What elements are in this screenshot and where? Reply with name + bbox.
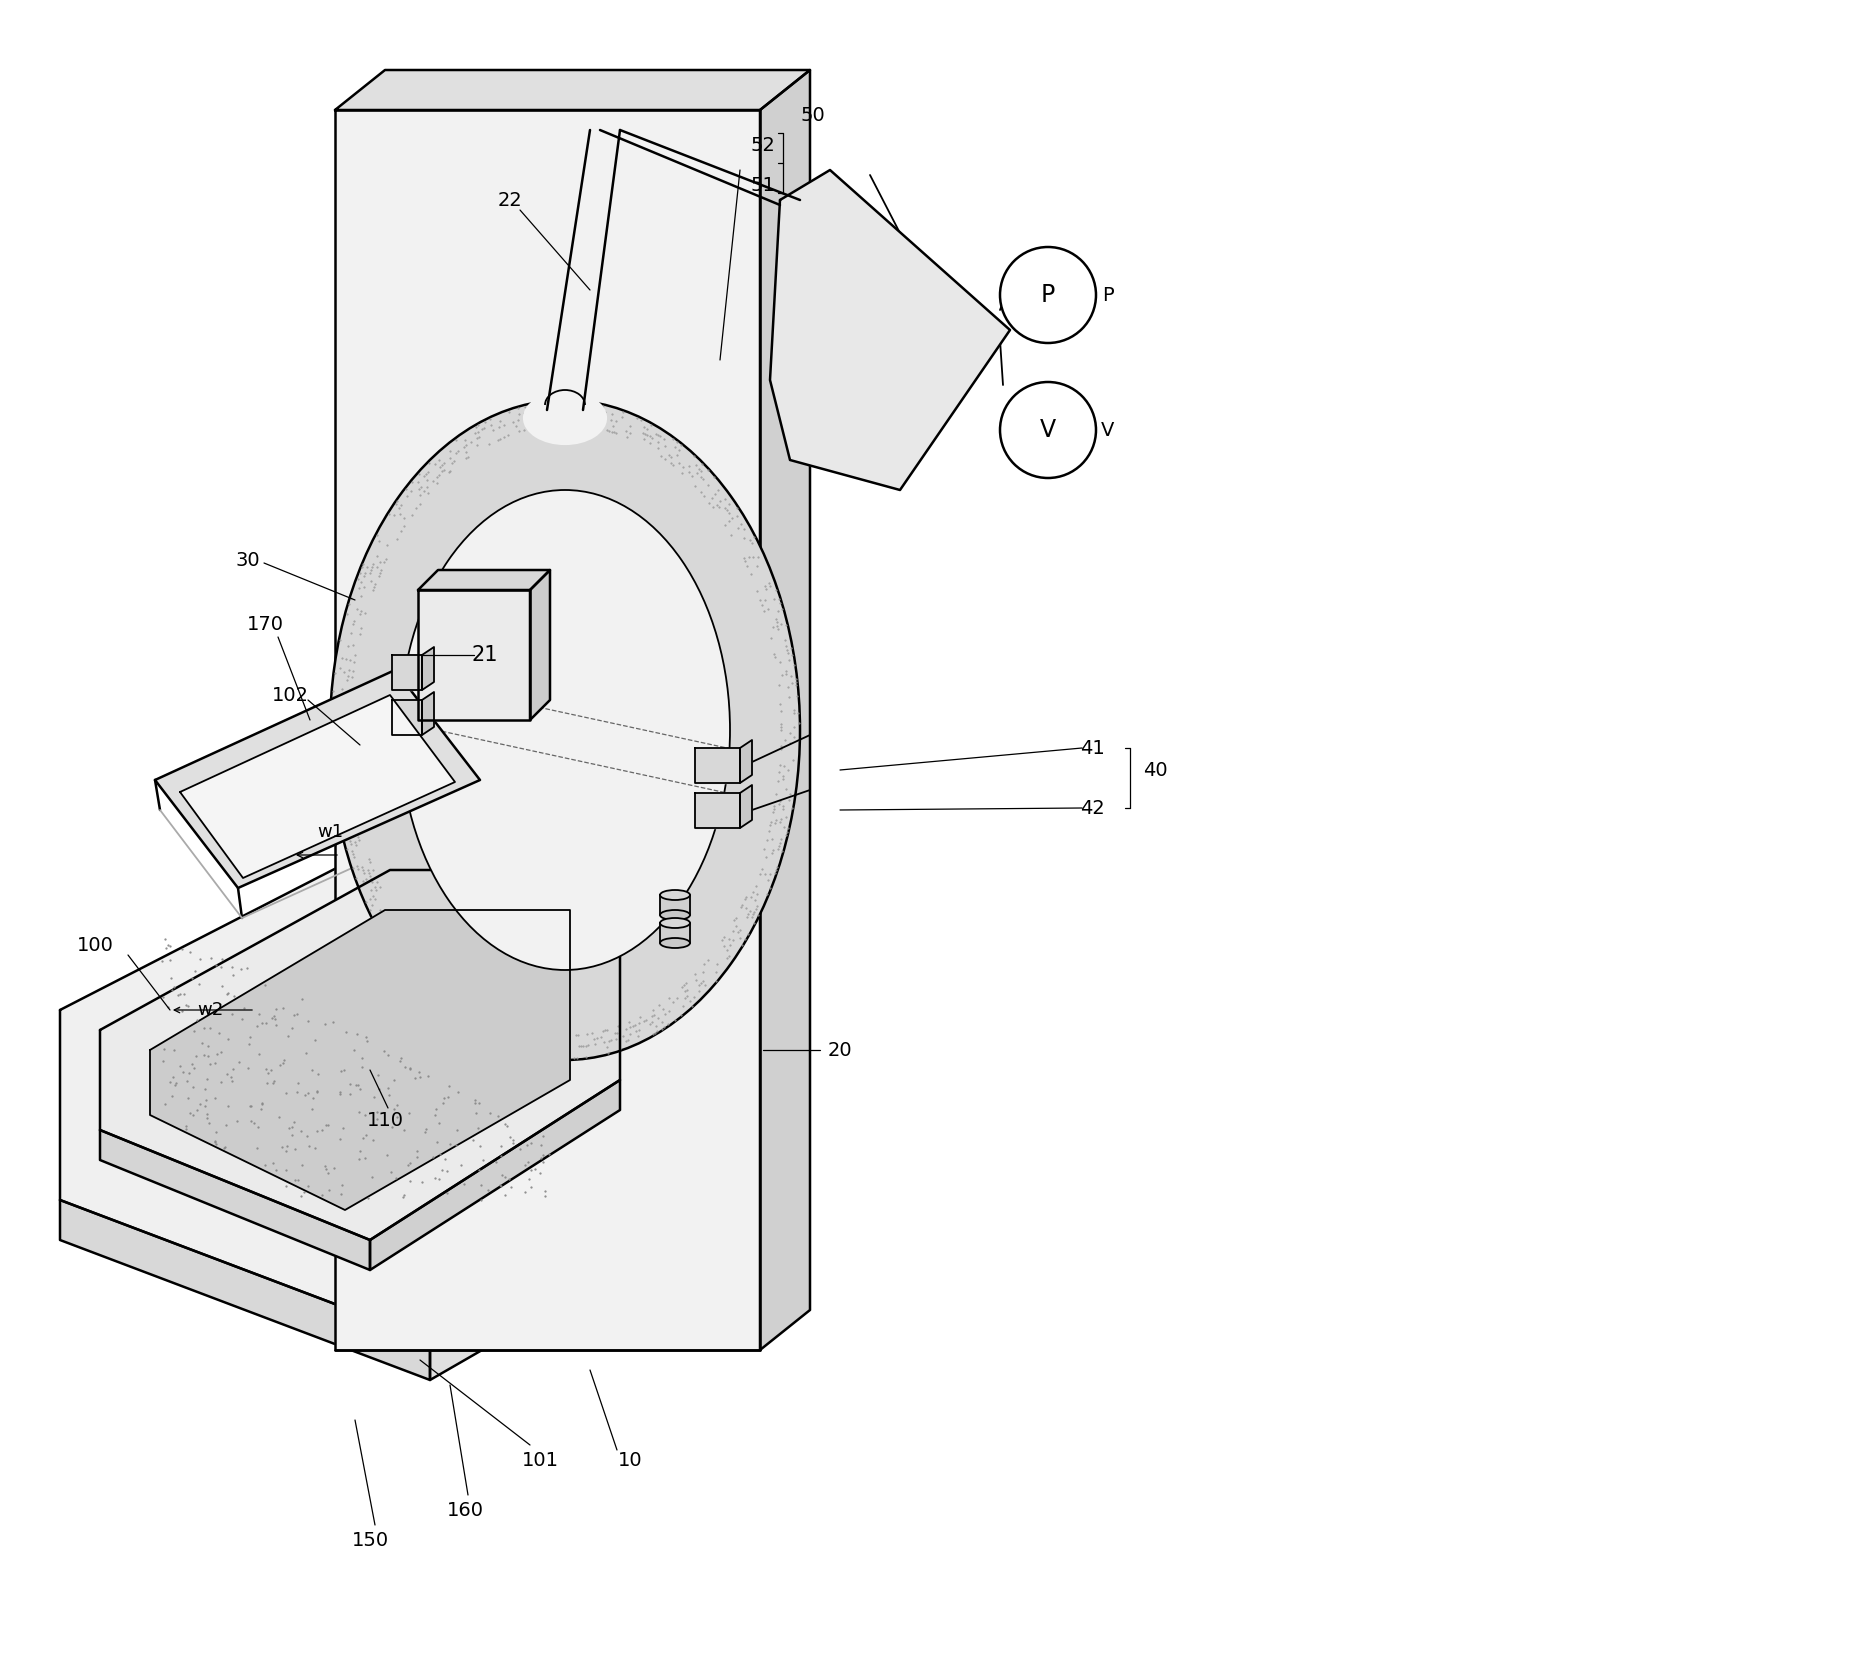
Ellipse shape	[330, 400, 800, 1060]
Ellipse shape	[525, 393, 605, 443]
Polygon shape	[336, 110, 761, 1349]
Polygon shape	[531, 570, 549, 720]
Text: V: V	[1102, 420, 1115, 440]
Polygon shape	[740, 785, 751, 828]
Polygon shape	[417, 570, 549, 590]
Ellipse shape	[660, 938, 690, 948]
Text: 10: 10	[618, 1451, 642, 1469]
Polygon shape	[59, 1200, 430, 1379]
Polygon shape	[696, 748, 740, 783]
Polygon shape	[336, 70, 811, 110]
Polygon shape	[156, 670, 480, 888]
Polygon shape	[770, 170, 1009, 490]
Polygon shape	[696, 793, 740, 828]
Text: 160: 160	[447, 1501, 484, 1519]
Polygon shape	[740, 740, 751, 783]
Polygon shape	[660, 923, 690, 943]
Ellipse shape	[660, 910, 690, 920]
Text: w2: w2	[197, 1001, 223, 1020]
Text: 42: 42	[1080, 798, 1106, 818]
Text: w1: w1	[317, 823, 343, 841]
Text: 22: 22	[497, 190, 523, 210]
Text: 51: 51	[749, 175, 775, 195]
Text: 110: 110	[367, 1111, 404, 1130]
Polygon shape	[180, 695, 454, 878]
Polygon shape	[100, 870, 620, 1240]
Polygon shape	[660, 895, 690, 915]
Ellipse shape	[660, 918, 690, 928]
Polygon shape	[421, 691, 434, 735]
Text: 100: 100	[76, 936, 113, 955]
Polygon shape	[421, 646, 434, 690]
Ellipse shape	[660, 890, 690, 900]
Text: 150: 150	[351, 1531, 388, 1549]
Polygon shape	[761, 70, 811, 1349]
Polygon shape	[391, 700, 421, 735]
Ellipse shape	[401, 490, 731, 970]
Text: 102: 102	[271, 685, 308, 705]
Circle shape	[1000, 247, 1096, 343]
Text: 101: 101	[521, 1451, 558, 1469]
Circle shape	[1000, 382, 1096, 478]
Text: P: P	[1102, 285, 1113, 305]
Text: 52: 52	[749, 135, 775, 155]
Text: 20: 20	[827, 1041, 851, 1060]
Text: P: P	[1041, 283, 1055, 307]
Text: 41: 41	[1080, 738, 1106, 758]
Polygon shape	[59, 820, 761, 1339]
Polygon shape	[430, 1150, 761, 1379]
Text: 40: 40	[1143, 760, 1167, 780]
Text: 50: 50	[800, 105, 825, 125]
Polygon shape	[391, 655, 421, 690]
Polygon shape	[369, 1080, 620, 1269]
Polygon shape	[100, 1130, 369, 1269]
Polygon shape	[150, 910, 569, 1210]
Text: 21: 21	[471, 645, 499, 665]
Text: V: V	[1041, 418, 1055, 441]
Polygon shape	[417, 590, 531, 720]
Text: 30: 30	[236, 550, 260, 570]
Text: 170: 170	[247, 615, 284, 635]
